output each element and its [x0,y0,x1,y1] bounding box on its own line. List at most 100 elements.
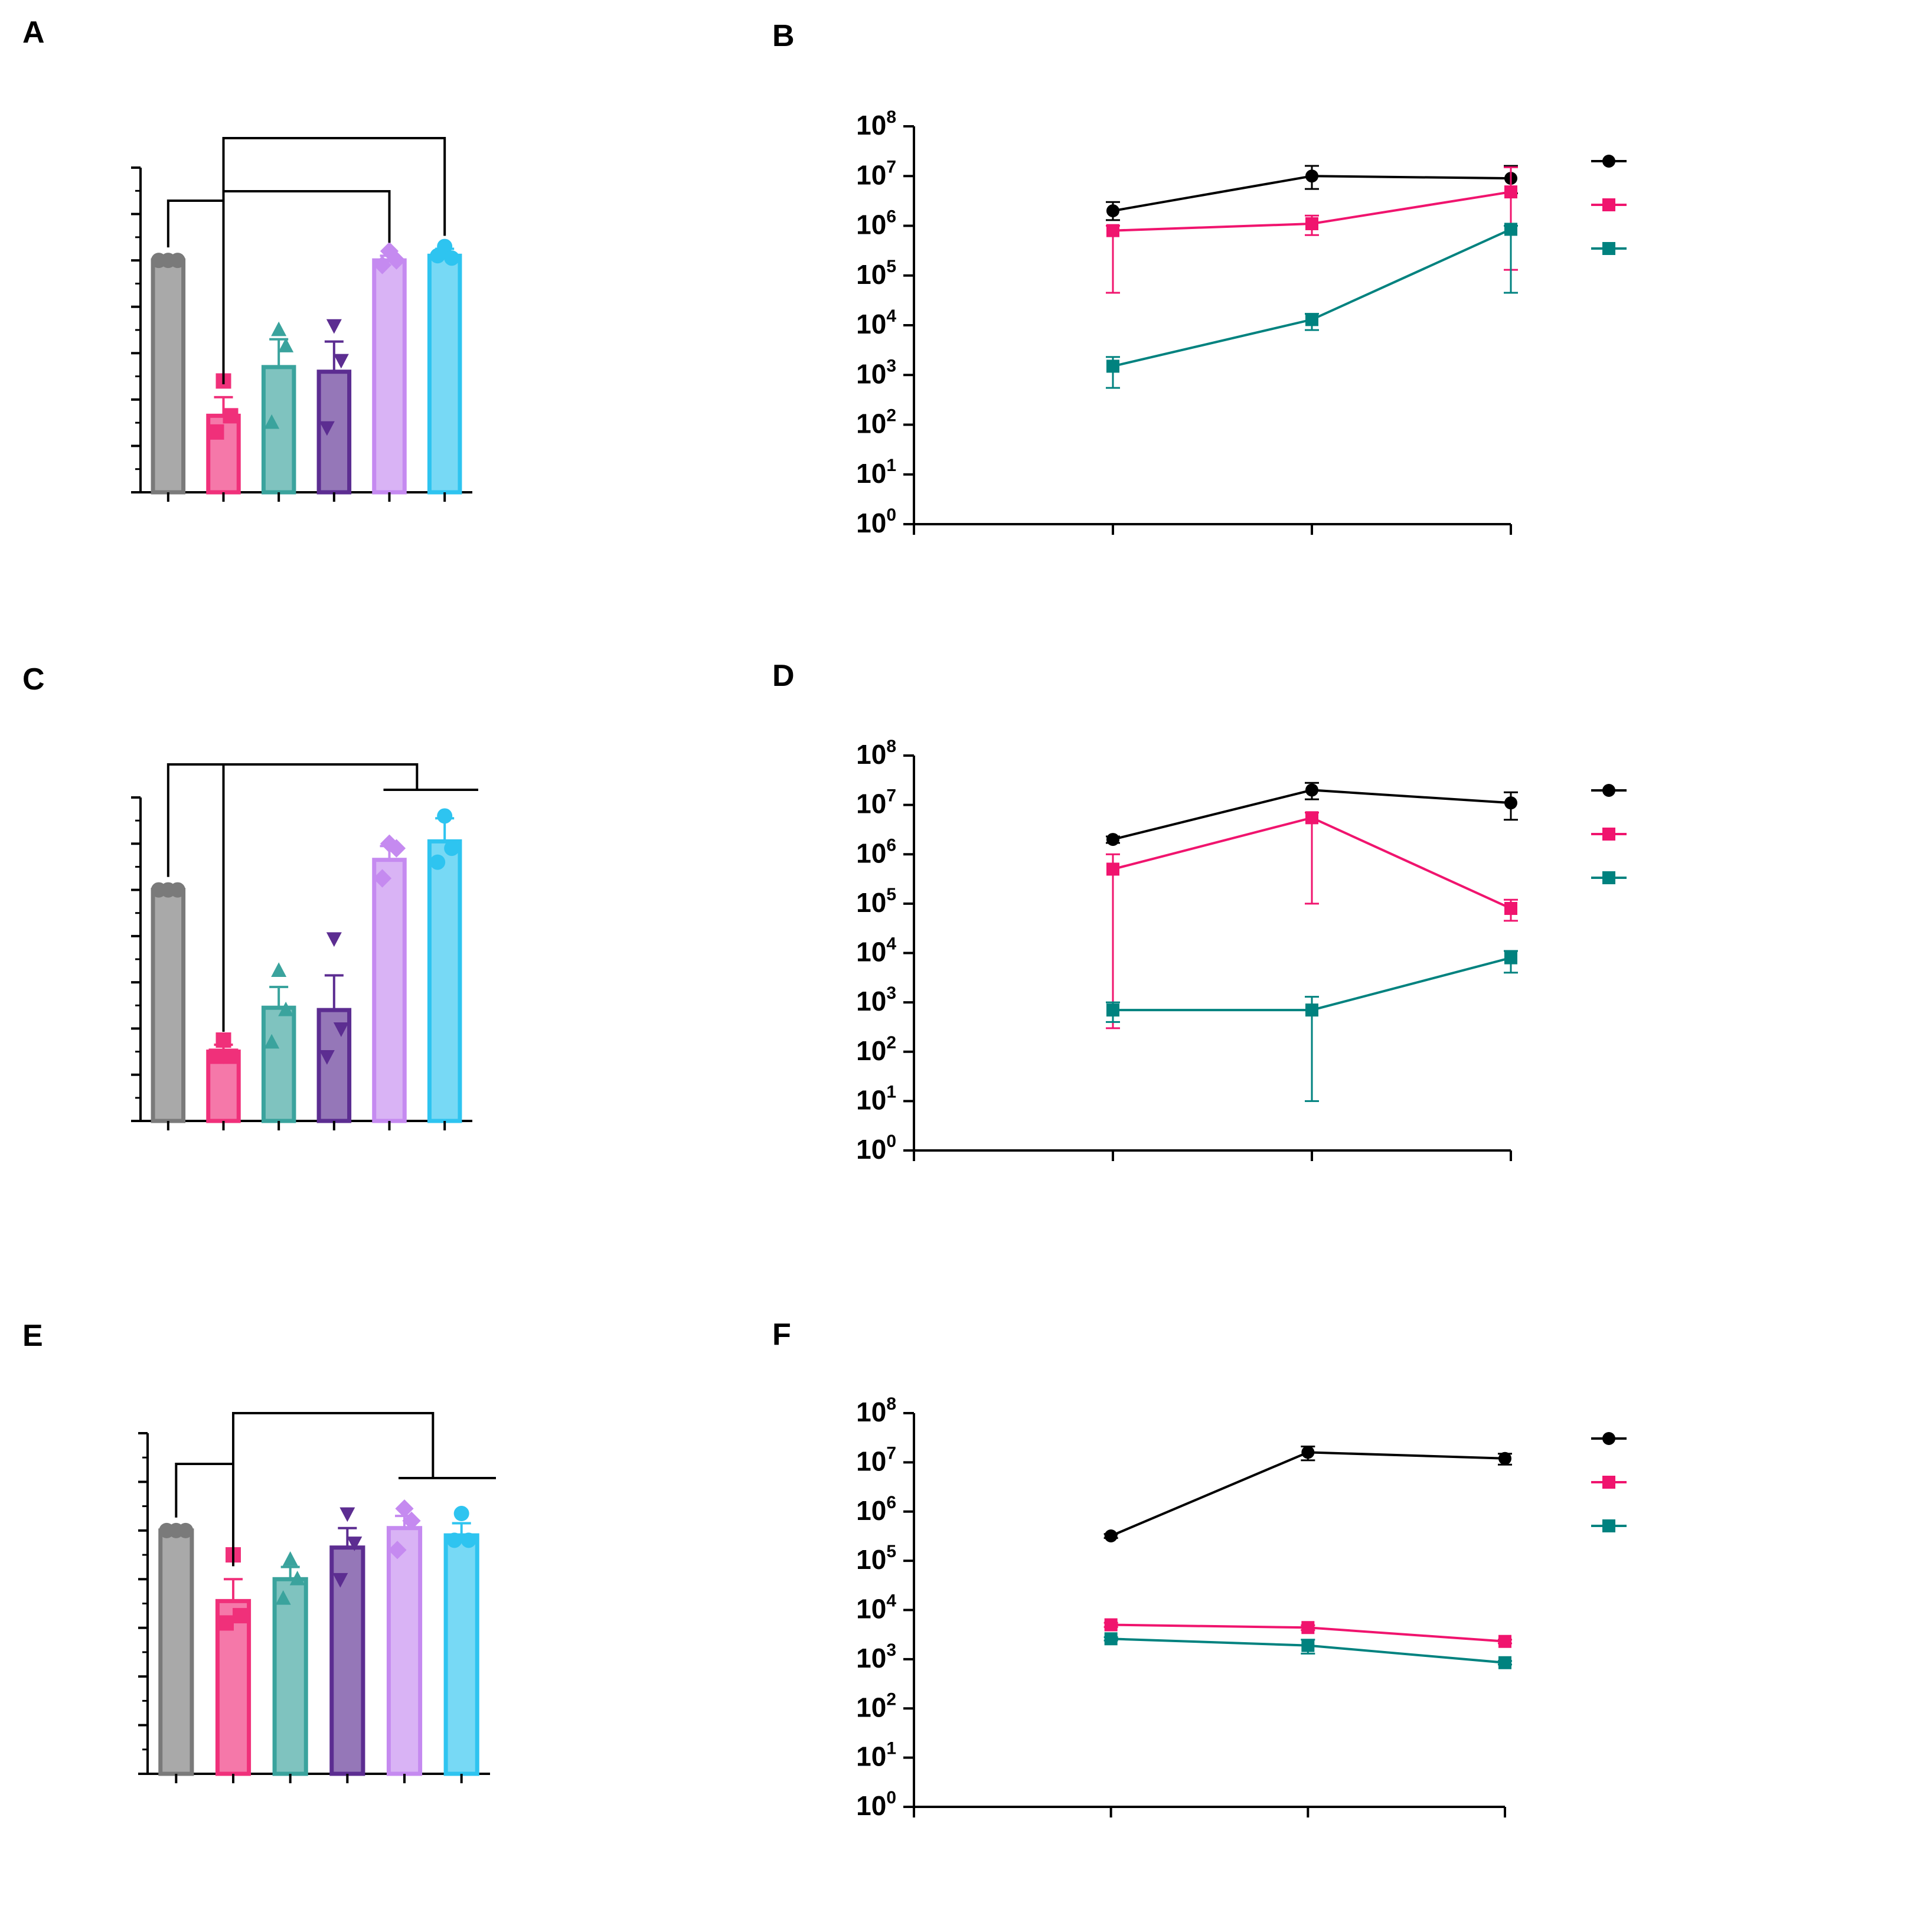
data-point [1504,951,1517,965]
bar [316,370,352,495]
data-point [1504,796,1517,810]
y-tick-label: 101 [856,456,896,489]
data-point [1305,1003,1318,1017]
data-point [223,408,239,424]
data-point [444,841,460,857]
bar [386,1526,423,1776]
data-point [326,319,342,334]
data-point [453,1506,469,1522]
data-point [373,869,392,888]
y-tick-label: 107 [856,1443,896,1476]
y-tick-label: 106 [856,207,896,240]
data-point [1106,1003,1119,1017]
y-tick-label: 104 [856,934,896,967]
y-tick-label: 100 [856,1788,896,1821]
data-point [178,1522,194,1538]
data-point [430,248,446,264]
data-point [1106,862,1119,876]
data-point [1104,1632,1118,1646]
data-point [446,1532,462,1548]
data-point [461,1532,476,1548]
data-point [319,1050,335,1065]
data-point [223,1048,239,1064]
data-point [437,808,453,824]
bar [443,1533,479,1776]
y-tick-label: 102 [856,406,896,439]
bar [151,888,186,1123]
data-point [1106,204,1119,218]
y-tick-label: 107 [856,786,896,819]
data-point [319,421,335,436]
y-tick-label: 102 [856,1689,896,1722]
data-point [347,1537,363,1551]
significance-bracket [222,190,391,384]
bar [427,839,462,1123]
data-point [387,251,406,270]
y-tick-label: 105 [856,1542,896,1575]
y-tick-label: 104 [856,306,896,339]
bar-chart-eng195 [138,1412,496,1783]
data-point [169,253,185,269]
data-point [1104,1529,1118,1543]
legend-marker [1602,1476,1615,1489]
y-tick-label: 100 [856,1132,896,1165]
data-point [402,1511,421,1530]
data-point [1301,1639,1315,1652]
data-point [1305,811,1318,825]
data-point [387,839,406,858]
legend-marker [1602,242,1615,255]
y-tick-label: 106 [856,1493,896,1526]
bar [329,1545,365,1776]
data-point [444,250,460,266]
legend-marker [1602,198,1615,211]
y-tick-label: 102 [856,1033,896,1066]
data-point [1498,1656,1511,1669]
data-point [264,414,280,429]
line-chart-pr8: 100 101 102 103 104 105 106 107 108 [856,107,1627,538]
panel-label-a: A [22,15,45,50]
data-point [1104,1618,1118,1632]
data-point [218,1615,234,1631]
data-point [1305,169,1318,183]
bar [261,365,296,495]
series-line [1112,228,1511,368]
y-tick-label: 103 [856,356,896,389]
data-point [333,354,349,369]
data-point [380,241,399,261]
data-point [388,1541,407,1560]
data-point [289,1570,305,1586]
data-point [233,1608,248,1624]
data-point [278,338,294,352]
data-point [1305,783,1318,797]
data-point [271,321,287,336]
legend-marker [1602,1432,1615,1445]
data-point [1504,223,1517,236]
data-point [208,1048,224,1064]
panel-label-d: D [772,659,795,693]
significance-bracket [222,137,446,384]
y-tick-label: 101 [856,1082,896,1115]
bar [272,1577,308,1776]
bar-chart-x31 [131,763,478,1130]
data-point [395,1499,414,1518]
data-point [332,1573,348,1588]
y-tick-label: 105 [856,885,896,918]
panel-label-e: E [22,1319,43,1353]
data-point [1301,1446,1315,1459]
bar [372,858,407,1123]
y-tick-label: 108 [856,737,896,770]
significance-bracket [222,763,419,1032]
y-tick-label: 107 [856,157,896,190]
data-point [1106,833,1119,846]
data-point [208,424,224,440]
panel-label-f: F [772,1318,791,1352]
line-chart-eng195: 100 101 102 103 104 105 106 107 108 [856,1394,1627,1821]
y-tick-label: 104 [856,1591,896,1624]
data-point [1106,224,1119,237]
data-point [275,1590,291,1605]
bar [372,258,407,495]
data-point [169,882,185,898]
legend-marker [1602,784,1615,797]
y-tick-label: 108 [856,1394,896,1427]
data-point [1301,1621,1315,1634]
